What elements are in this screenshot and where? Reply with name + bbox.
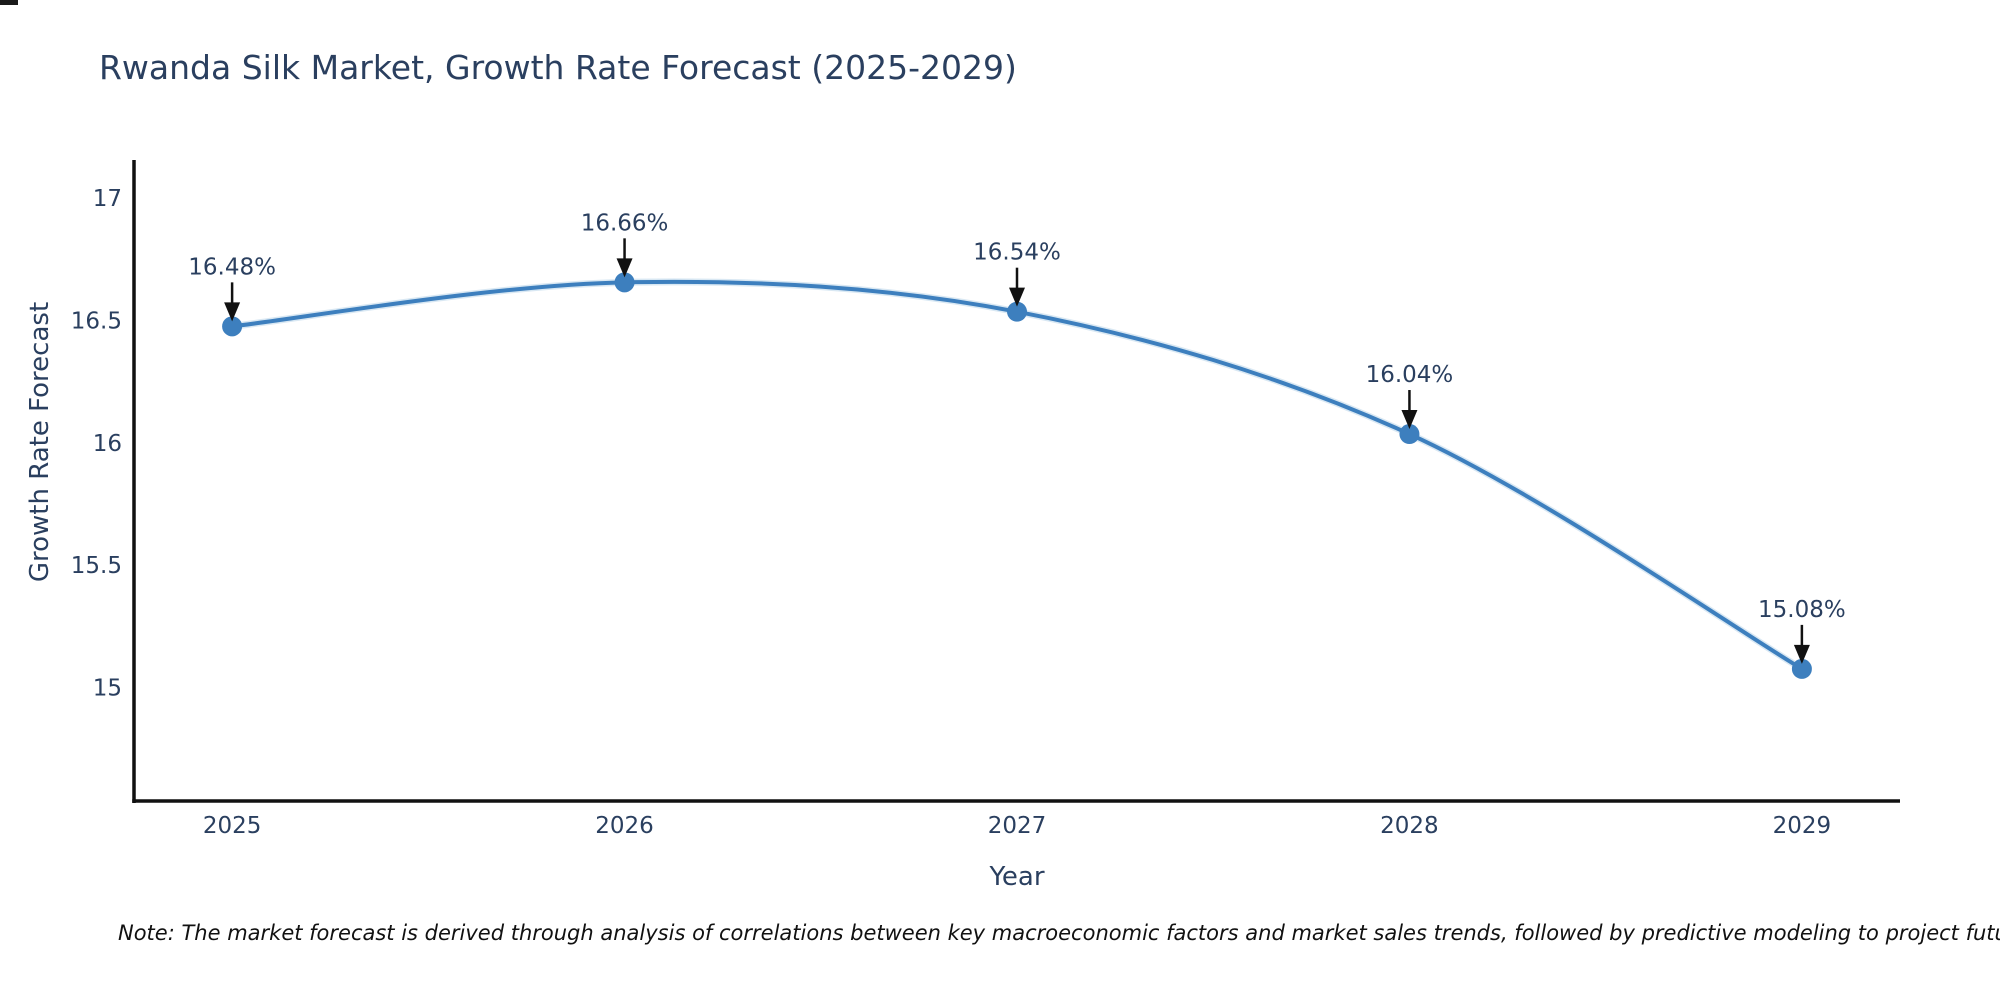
annotation-arrowhead: [1009, 287, 1025, 307]
x-tick-label: 2029: [1773, 813, 1832, 839]
x-axis-title: Year: [989, 862, 1045, 892]
screenshot-corner-artifact: [0, 0, 18, 5]
x-tick-label: 2028: [1380, 813, 1439, 839]
y-tick-label: 16.5: [71, 308, 122, 334]
trend-line: [231, 279, 1803, 671]
y-axis-title: Growth Rate Forecast: [25, 301, 55, 583]
data-point: [614, 272, 635, 293]
point-annotation-label: 16.66%: [581, 210, 669, 236]
point-annotation-label: 16.48%: [188, 254, 276, 280]
data-point: [222, 316, 243, 337]
data-point: [1007, 301, 1027, 322]
data-point: [1791, 658, 1812, 679]
annotation-arrowhead: [616, 258, 633, 278]
chart-title: Rwanda Silk Market, Growth Rate Forecast…: [99, 48, 1017, 87]
footnote: Note: The market forecast is derived thr…: [118, 921, 2000, 945]
x-tick-label: 2027: [988, 813, 1047, 839]
point-annotation-label: 15.08%: [1758, 597, 1846, 623]
y-tick-label: 17: [93, 186, 122, 212]
y-tick-label: 15.5: [71, 553, 122, 579]
annotation-arrowhead: [1793, 644, 1810, 664]
y-tick-label: 16: [93, 431, 122, 457]
data-point: [1399, 424, 1420, 445]
annotation-arrowhead: [1401, 410, 1418, 430]
x-tick-label: 2025: [203, 813, 262, 839]
point-annotation-label: 16.04%: [1366, 362, 1454, 388]
y-tick-label: 15: [93, 675, 122, 701]
point-annotation-label: 16.54%: [973, 240, 1061, 266]
annotation-arrowhead: [224, 302, 241, 322]
trend-line-halo: [231, 278, 1804, 672]
x-tick-label: 2026: [595, 813, 654, 839]
